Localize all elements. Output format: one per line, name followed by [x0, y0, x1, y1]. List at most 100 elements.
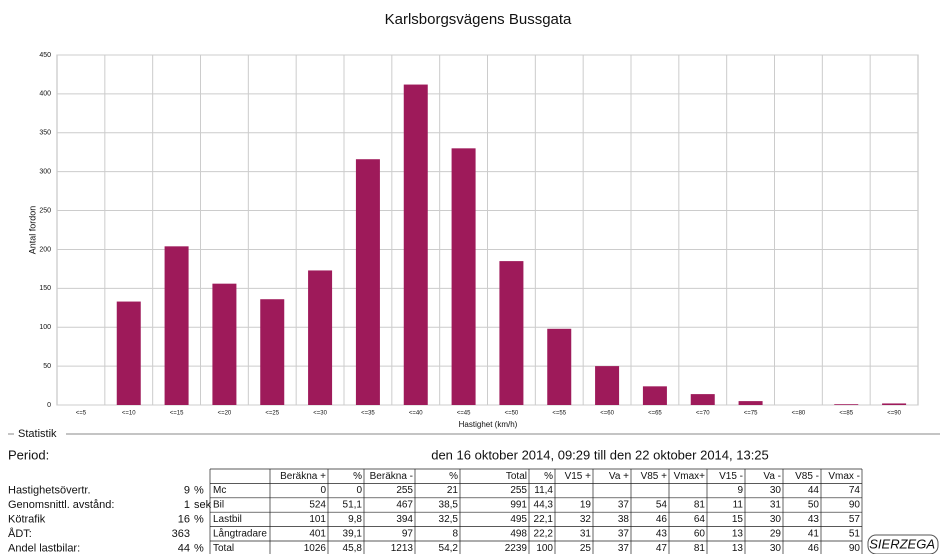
table-cell: 37 [618, 500, 630, 511]
table-cell: 54 [656, 500, 668, 511]
stat-value: 44 [178, 542, 190, 554]
table-cell: 37 [618, 543, 630, 554]
bar [451, 148, 476, 406]
table-cell: 991 [510, 500, 527, 511]
table-cell: 37 [618, 528, 630, 539]
bar [834, 404, 859, 405]
bar [738, 401, 763, 405]
table-cell: 46 [656, 514, 668, 525]
table-cell: 30 [770, 543, 782, 554]
table-cell: 64 [694, 514, 706, 525]
section-title: Statistik [18, 428, 57, 440]
x-tick-label: <=70 [696, 411, 710, 417]
table-cell: 524 [309, 500, 326, 511]
bar [212, 283, 237, 405]
x-tick-label: <=50 [505, 411, 519, 417]
table-cell: 394 [396, 514, 413, 525]
table-cell: 498 [510, 528, 527, 539]
x-tick-label: <=80 [792, 411, 806, 417]
table-cell: 401 [309, 528, 326, 539]
table-cell: 1026 [304, 543, 327, 554]
stat-value: 9 [184, 484, 190, 496]
x-axis-label: Hastighet (km/h) [459, 420, 518, 429]
x-tick-label: <=55 [552, 411, 566, 417]
x-tick-label: <=85 [839, 411, 853, 417]
table-cell: 44 [808, 485, 820, 496]
table-cell: 1213 [391, 543, 414, 554]
table-cell: 74 [849, 485, 861, 496]
table-header: % [544, 471, 553, 482]
table-cell: 9,8 [348, 514, 362, 525]
y-tick-label: 0 [47, 402, 51, 409]
table-row-label: Mc [213, 485, 226, 496]
table-header: Vmax - [828, 471, 860, 482]
table-row-label: Total [213, 543, 234, 554]
stat-unit: sek [194, 499, 212, 511]
table-header: V85 + [641, 471, 668, 482]
table-header: % [449, 471, 458, 482]
x-tick-label: <=20 [218, 411, 232, 417]
bar [260, 299, 285, 405]
y-tick-label: 300 [39, 169, 51, 176]
table-header: Total [506, 471, 527, 482]
table-cell: 9 [737, 485, 743, 496]
table-cell: 495 [510, 514, 527, 525]
table-cell: 81 [694, 500, 706, 511]
x-tick-label: <=75 [744, 411, 758, 417]
table-cell: 32 [580, 514, 592, 525]
table-row-label: Lastbil [213, 514, 242, 525]
stat-value: 16 [178, 513, 190, 525]
table-cell: 255 [396, 485, 413, 496]
table-cell: 13 [732, 528, 744, 539]
bar [355, 159, 380, 405]
table-cell: 100 [536, 543, 553, 554]
table-cell: 255 [510, 485, 527, 496]
table-cell: 60 [694, 528, 706, 539]
y-tick-label: 250 [39, 207, 51, 214]
y-tick-label: 450 [39, 52, 51, 59]
table-cell: 41 [808, 528, 820, 539]
x-tick-label: <=65 [648, 411, 662, 417]
table-cell: 32,5 [439, 514, 459, 525]
stat-label: Andel lastbilar: [8, 542, 80, 554]
y-tick-label: 150 [39, 285, 51, 292]
stat-label: ÅDT: [8, 527, 32, 540]
table-cell: 8 [452, 528, 458, 539]
table-cell: 0 [356, 485, 362, 496]
y-tick-label: 100 [39, 324, 51, 331]
chart-title: Karlsborgsvägens Bussgata [385, 11, 572, 28]
table-header: Va + [609, 471, 629, 482]
table-cell: 11,4 [534, 485, 553, 496]
table-cell: 101 [309, 514, 326, 525]
bar [642, 386, 667, 405]
table-cell: 54,2 [439, 543, 459, 554]
table-row-label: Långtradare [213, 527, 267, 539]
table-cell: 38 [618, 514, 630, 525]
table-header: V15 - [719, 471, 743, 482]
logo: SIERZEGA [869, 536, 935, 551]
table-cell: 22,1 [534, 514, 554, 525]
table-cell: 31 [770, 500, 782, 511]
table-cell: 81 [694, 543, 706, 554]
stat-label: Kötrafik [8, 513, 46, 525]
y-tick-label: 50 [43, 363, 51, 370]
table-cell: 44,3 [534, 500, 554, 511]
table-header: % [353, 471, 362, 482]
logo-frame [867, 534, 939, 554]
x-tick-label: <=10 [122, 411, 136, 417]
table-cell: 90 [849, 543, 861, 554]
table-cell: 0 [320, 485, 326, 496]
bar [882, 403, 907, 405]
table-cell: 25 [580, 543, 592, 554]
table-cell: 39,1 [343, 528, 363, 539]
bar [308, 270, 333, 405]
table-cell: 90 [849, 500, 861, 511]
bar [116, 301, 141, 405]
table-header: V15 + [565, 471, 592, 482]
table-cell: 51 [849, 528, 861, 539]
x-tick-label: <=60 [600, 411, 614, 417]
y-tick-label: 350 [39, 130, 51, 137]
table-cell: 11 [733, 500, 744, 511]
table-header: Beräkna - [370, 471, 413, 482]
